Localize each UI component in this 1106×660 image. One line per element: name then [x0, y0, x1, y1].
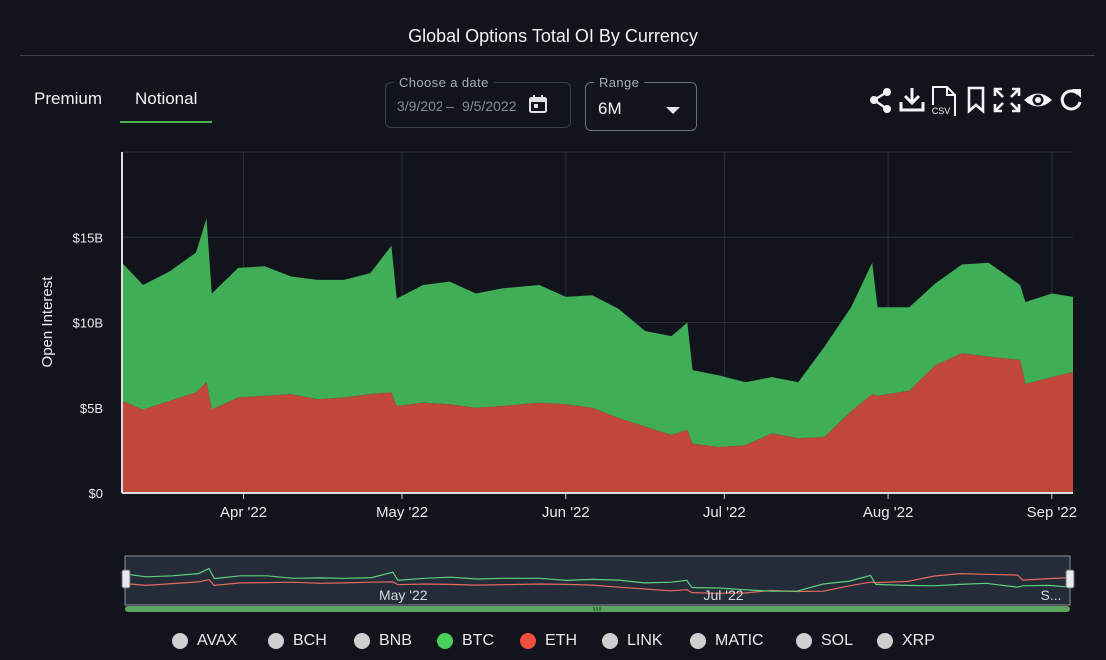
legend-label: BTC	[462, 632, 494, 649]
legend: AVAX BCH BNB BTC ETH LINK MATIC SOL XRP	[0, 630, 1106, 652]
tab-notional[interactable]: Notional	[135, 89, 198, 108]
navigator-label: S...	[1040, 587, 1061, 603]
x-tick-label: Sep '22	[1027, 504, 1077, 521]
area-series	[122, 218, 1073, 493]
navigator-handle-left[interactable]	[121, 569, 131, 589]
bookmark-icon[interactable]	[965, 85, 987, 120]
area-btc	[122, 218, 1073, 447]
eye-icon[interactable]	[1022, 85, 1054, 120]
legend-label: MATIC	[715, 632, 764, 649]
date-range-picker[interactable]: Choose a date 3/9/2022 – 9/5/2022	[385, 75, 571, 128]
range-label: Range	[594, 75, 645, 90]
legend-marker-icon	[172, 633, 188, 649]
range-value: 6M	[598, 99, 622, 118]
chevron-down-icon	[666, 102, 680, 120]
legend-marker-icon	[520, 633, 536, 649]
refresh-icon[interactable]	[1058, 85, 1084, 120]
legend-label: BNB	[379, 632, 412, 649]
start-date-input[interactable]: 3/9/2022	[397, 98, 442, 114]
title-divider	[20, 55, 1095, 56]
legend-label: AVAX	[197, 632, 238, 649]
x-tick-label: May '22	[376, 504, 428, 521]
legend-label: BCH	[293, 632, 327, 649]
active-tab-indicator	[120, 121, 212, 123]
navigator-handle-right[interactable]	[1065, 569, 1075, 589]
legend-marker-icon	[354, 633, 370, 649]
tab-premium[interactable]: Premium	[34, 89, 103, 108]
date-picker-label: Choose a date	[394, 75, 494, 90]
navigator-line-btc	[124, 567, 1071, 592]
legend-marker-icon	[877, 633, 893, 649]
legend-label: SOL	[821, 632, 854, 649]
legend-marker-icon	[268, 633, 284, 649]
legend-marker-icon	[796, 633, 812, 649]
x-tick-label: Aug '22	[863, 504, 913, 521]
download-icon[interactable]	[898, 85, 926, 120]
legend-marker-icon	[690, 633, 706, 649]
y-axis-title: Open Interest	[39, 276, 56, 368]
y-tick-label: $10B	[73, 316, 103, 331]
chart-title: Global Options Total OI By Currency	[408, 26, 698, 46]
axes: $0 $5B $10B $15B Apr '22 May '22 Jun '22 Jul '2…	[73, 152, 1077, 521]
area-eth	[122, 353, 1073, 493]
legend-label: ETH	[545, 632, 577, 649]
calendar-icon[interactable]	[528, 94, 548, 119]
range-navigator[interactable]: May '22 Jul '22 S...	[121, 555, 1075, 612]
x-tick-label: Jun '22	[542, 504, 590, 521]
share-icon[interactable]	[868, 85, 894, 120]
x-tick-label: Apr '22	[220, 504, 267, 521]
x-tick-label: Jul '22	[703, 504, 746, 521]
date-separator: –	[446, 98, 454, 114]
navigator-window	[124, 555, 1071, 606]
svg-text:CSV: CSV	[932, 106, 951, 116]
legend-marker-icon	[437, 633, 453, 649]
legend-marker-icon	[602, 633, 618, 649]
y-tick-label: $5B	[80, 401, 103, 416]
legend-label: LINK	[627, 632, 663, 649]
y-tick-label: $0	[89, 486, 103, 501]
end-date-input[interactable]: 9/5/2022	[462, 98, 517, 114]
navigator-line-eth	[124, 572, 1071, 594]
fullscreen-icon[interactable]	[993, 85, 1021, 120]
range-select[interactable]: Range 6M	[585, 75, 697, 131]
csv-file-icon[interactable]: CSV	[929, 85, 959, 124]
y-tick-label: $15B	[73, 230, 103, 245]
legend-label: XRP	[902, 632, 935, 649]
chart-canvas: $0 $5B $10B $15B Apr '22 May '22 Jun '22 Jul '2…	[39, 151, 1077, 612]
navigator-label: Jul '22	[703, 587, 743, 603]
navigator-label: May '22	[379, 587, 428, 603]
